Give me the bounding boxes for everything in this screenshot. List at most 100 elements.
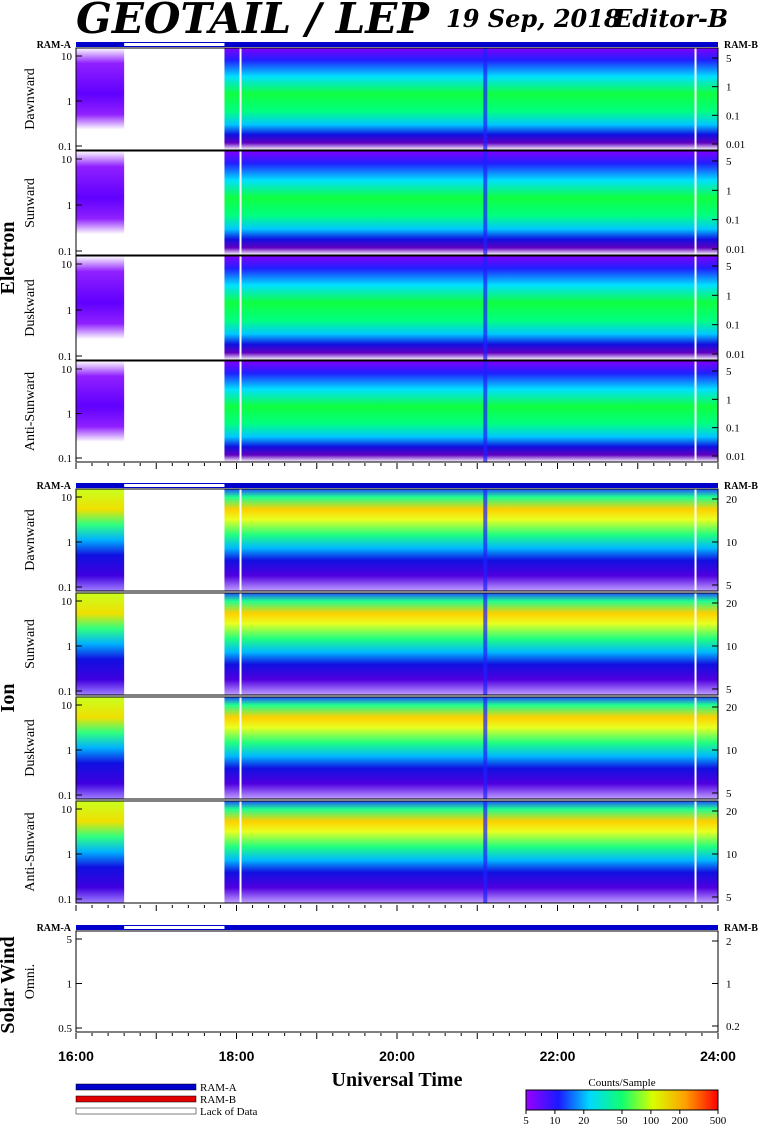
legend-lack-label: Lack of Data xyxy=(200,1106,258,1118)
y-tick-label: 0.1 xyxy=(58,894,72,906)
y-tick-label: 10 xyxy=(61,492,73,504)
legend-ram-b-swatch xyxy=(75,1095,197,1103)
right-tick-label: 5 xyxy=(726,580,732,592)
ram-b-label: RAM-B xyxy=(724,923,758,934)
spectrogram-segment-early xyxy=(76,489,125,591)
y-tick-label: 10 xyxy=(61,154,73,166)
panel-label: Dawnward xyxy=(23,68,38,129)
right-tick-label: 0.01 xyxy=(726,451,745,463)
y-tick-label: 0.1 xyxy=(58,582,72,594)
x-tick-label: 16:00 xyxy=(58,1048,94,1064)
right-tick-label: 20 xyxy=(726,598,738,610)
y-tick-label: 0.1 xyxy=(58,246,72,258)
right-tick-label: 5 xyxy=(726,366,732,378)
spectrogram-segment-main xyxy=(224,489,718,591)
panel-label: Duskward xyxy=(23,279,38,337)
spectrogram-segment-main xyxy=(224,151,718,255)
spectrogram-segment-early xyxy=(76,256,125,360)
spectrogram-segment-early xyxy=(76,48,125,150)
y-tick-label: 10 xyxy=(61,51,73,63)
panel-frame xyxy=(75,592,719,696)
group-label: Electron xyxy=(0,222,19,295)
chart-title: GEOTAIL / LEP xyxy=(76,0,429,43)
y-tick-label: 1 xyxy=(67,745,73,757)
y-tick-label: 1 xyxy=(67,96,73,108)
ram-b-label: RAM-B xyxy=(724,40,758,51)
y-tick-label: 0.5 xyxy=(58,1023,72,1035)
colorbar xyxy=(525,1089,719,1111)
y-tick-label: 1 xyxy=(67,537,73,549)
right-tick-label: 5 xyxy=(726,261,732,273)
right-tick-label: 1 xyxy=(726,290,732,302)
right-tick-label: 0.1 xyxy=(726,423,740,435)
spectrogram-segment-early xyxy=(76,593,125,695)
y-tick-label: 0.1 xyxy=(58,141,72,153)
legend-lack-swatch xyxy=(75,1107,197,1115)
colorbar-tick-label: 100 xyxy=(643,1115,660,1127)
ram-bar xyxy=(76,925,718,930)
right-tick-label: 5 xyxy=(726,156,732,168)
y-tick-label: 10 xyxy=(61,700,73,712)
colorbar-tick-label: 20 xyxy=(578,1115,590,1127)
right-tick-label: 0.1 xyxy=(726,110,740,122)
y-tick-label: 10 xyxy=(61,596,73,608)
right-tick-label: 0.01 xyxy=(726,244,745,256)
colorbar-tick-label: 10 xyxy=(549,1115,561,1127)
y-tick-label: 10 xyxy=(61,364,73,376)
panel-label: Sunward xyxy=(23,178,38,228)
panel-label: Dawnward xyxy=(23,509,38,570)
panel-frame xyxy=(75,150,719,256)
y-tick-label: 5 xyxy=(67,934,73,946)
lack-of-data-segment xyxy=(124,484,225,487)
right-tick-label: 1 xyxy=(726,394,732,406)
spectrogram-segment-main xyxy=(224,361,718,462)
y-tick-label: 0.1 xyxy=(58,453,72,465)
right-tick-label: 10 xyxy=(726,641,738,653)
y-tick-label: 1 xyxy=(67,200,73,212)
right-tick-label: 1 xyxy=(726,185,732,197)
group-label: Ion xyxy=(0,684,19,713)
spectrogram-segment-main xyxy=(224,593,718,695)
panel-frame xyxy=(75,800,719,904)
x-tick-label: 22:00 xyxy=(540,1048,576,1064)
right-tick-label: 5 xyxy=(726,892,732,904)
panel-label: Anti-Sunward xyxy=(23,812,38,891)
right-tick-label: 5 xyxy=(726,684,732,696)
x-tick-label: 24:00 xyxy=(700,1048,736,1064)
ram-a-label: RAM-A xyxy=(37,923,72,934)
panel-frame xyxy=(75,696,719,800)
y-tick-label: 1 xyxy=(67,641,73,653)
date-label: 19 Sep, 2018 xyxy=(446,4,621,33)
right-tick-label: 10 xyxy=(726,537,738,549)
group-label: Solar Wind xyxy=(0,936,19,1033)
spectrogram-segment-early xyxy=(76,151,125,255)
colorbar-tick-label: 50 xyxy=(617,1115,629,1127)
right-tick-label: 20 xyxy=(726,806,738,818)
right-tick-label: 20 xyxy=(726,702,738,714)
x-axis-label: Universal Time xyxy=(332,1069,463,1091)
panel-frame xyxy=(75,47,719,151)
right-tick-label: 0.2 xyxy=(726,1021,740,1033)
spectrogram-segment-main xyxy=(224,697,718,799)
right-tick-label: 5 xyxy=(726,788,732,800)
panel-label: Omni. xyxy=(23,964,38,999)
panel-label: Duskward xyxy=(23,719,38,777)
right-tick-label: 1 xyxy=(726,979,732,991)
x-tick-label: 20:00 xyxy=(379,1048,415,1064)
panel-frame xyxy=(75,360,719,463)
spectrogram-segment-main xyxy=(224,48,718,150)
y-tick-label: 1 xyxy=(67,409,73,421)
colorbar-tick-label: 200 xyxy=(672,1115,689,1127)
ram-bar xyxy=(76,483,718,488)
y-tick-label: 1 xyxy=(67,849,73,861)
spectrogram-segment-early xyxy=(76,361,125,462)
y-tick-label: 1 xyxy=(67,979,73,991)
panel-frame xyxy=(75,488,719,592)
lack-of-data-segment xyxy=(124,926,225,929)
colorbar-title: Counts/Sample xyxy=(588,1077,655,1089)
right-tick-label: 1 xyxy=(726,82,732,94)
right-tick-label: 0.1 xyxy=(726,320,740,332)
ram-a-label: RAM-A xyxy=(37,481,72,492)
right-tick-label: 0.01 xyxy=(726,139,745,151)
